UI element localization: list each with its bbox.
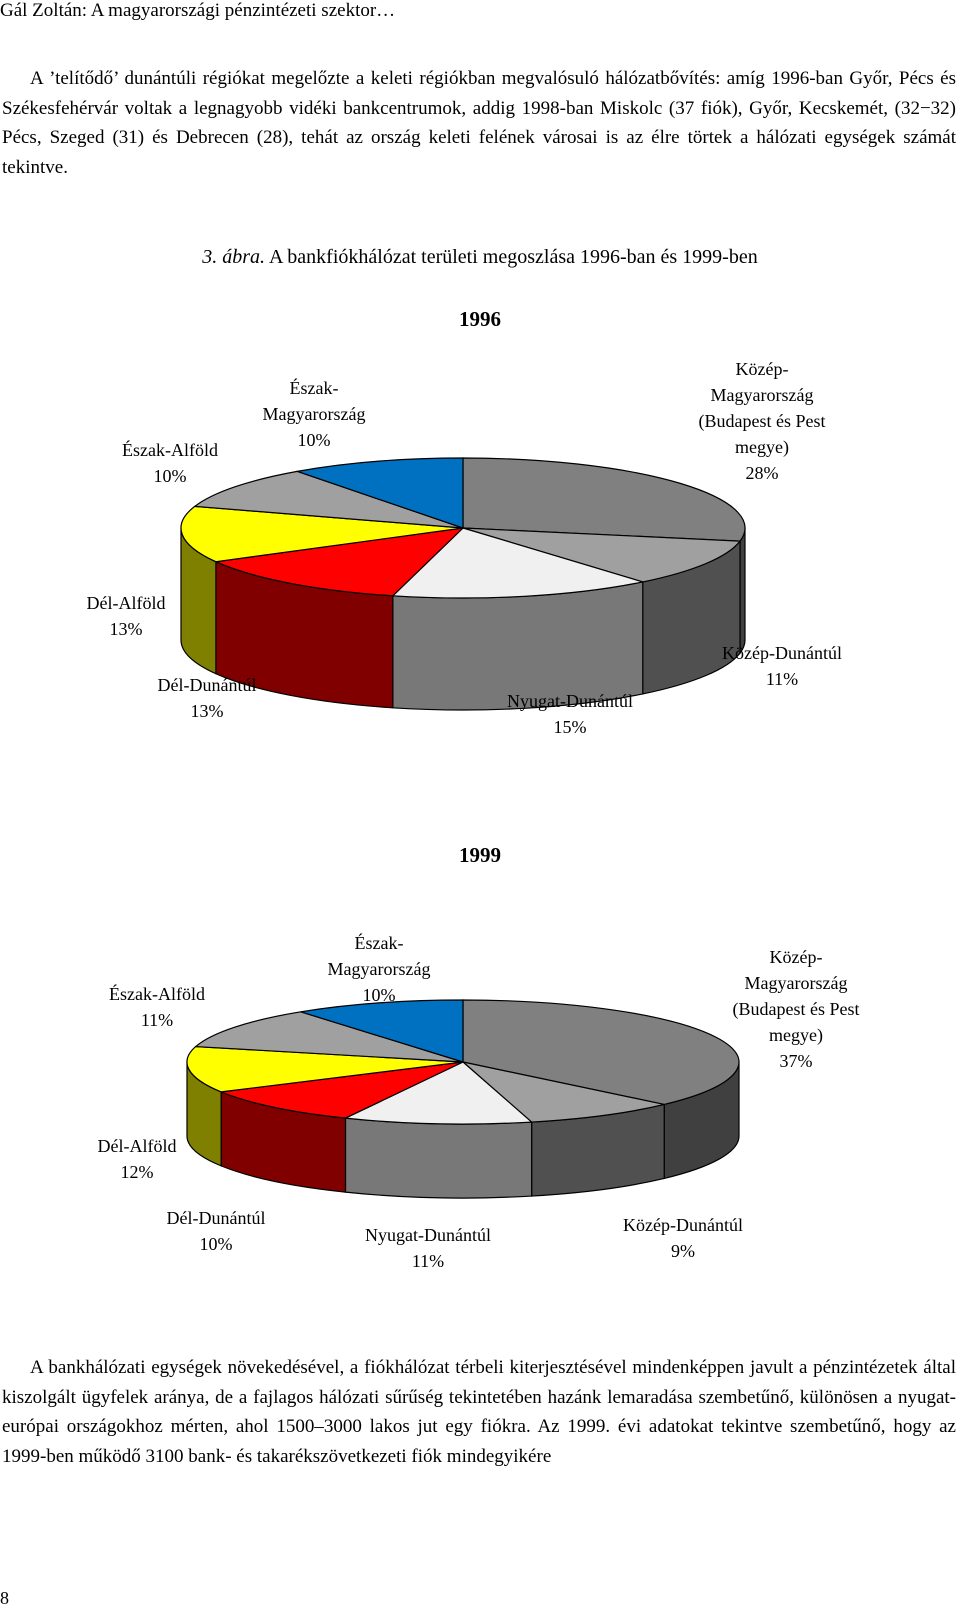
- slice-label: Észak- Magyarország 10%: [263, 375, 366, 453]
- pie-slice: [391, 527, 643, 599]
- slice-name: Közép-Dunántúl: [623, 1215, 743, 1235]
- slice-name: Észak- Magyarország: [327, 933, 431, 979]
- figure-number: 3. ábra.: [202, 246, 266, 268]
- pie-svg-1996: [180, 457, 746, 711]
- pie-slice: [213, 527, 465, 597]
- slice-label: Észak-Alföld 10%: [122, 437, 218, 489]
- slice-name: Közép-Dunántúl: [722, 643, 842, 663]
- slice-name: Dél-Dunántúl: [157, 675, 257, 695]
- slice-name: Nyugat-Dunántúl: [507, 691, 633, 711]
- intro-paragraph: A ’telítődő’ dunántúli régiókat megelőzt…: [2, 68, 956, 178]
- slice-value-label: 10%: [297, 430, 331, 450]
- slice-value-label: 15%: [553, 717, 587, 737]
- pie-slice-side: [344, 1117, 533, 1199]
- slice-label: Dél-Dunántúl 13%: [158, 672, 257, 724]
- pie-slice: [180, 505, 464, 563]
- slice-value-label: 10%: [199, 1234, 233, 1254]
- pie-slice: [462, 999, 740, 1106]
- slice-label: Észak-Alföld 11%: [109, 981, 205, 1033]
- slice-label: Közép- Magyarország (Budapest és Pest me…: [699, 356, 826, 486]
- slice-label: Nyugat-Dunántúl 11%: [365, 1222, 491, 1274]
- slice-name: Dél-Alföld: [97, 1136, 177, 1156]
- pie-chart-1999: Közép- Magyarország (Budapest és Pest me…: [98, 930, 860, 1274]
- pie-slice: [218, 1061, 464, 1119]
- closing-paragraph: A bankhálózati egységek növekedésével, a…: [2, 1357, 956, 1467]
- slice-name: Dél-Alföld: [86, 593, 166, 613]
- slice-value-label: 10%: [362, 985, 396, 1005]
- slice-value-label: 13%: [190, 701, 224, 721]
- slice-value-label: 11%: [140, 1010, 174, 1030]
- pie-slice: [460, 1060, 665, 1123]
- pie-slice: [343, 1061, 534, 1125]
- slice-value-label: 13%: [109, 619, 143, 639]
- pie-slice: [294, 457, 464, 529]
- slice-label: Dél-Alföld 13%: [87, 590, 166, 642]
- slice-name: Dél-Dunántúl: [166, 1208, 266, 1228]
- slice-value-label: 11%: [765, 669, 799, 689]
- figure-caption: 3. ábra. A bankfiókhálózat területi mego…: [0, 246, 960, 269]
- slice-name: Nyugat-Dunántúl: [365, 1225, 491, 1245]
- pie-chart-1996: Közép- Magyarország (Budapest és Pest me…: [0, 0, 960, 760]
- pie-slice: [462, 457, 746, 542]
- slice-label: Közép-Dunántúl 9%: [623, 1212, 743, 1264]
- slice-label: Nyugat-Dunántúl 15%: [507, 688, 633, 740]
- pie-svg-1999: [186, 999, 740, 1199]
- page-number: 8: [0, 1588, 9, 1608]
- slice-name: Közép- Magyarország (Budapest és Pest me…: [732, 947, 860, 1045]
- slice-value-label: 10%: [153, 466, 187, 486]
- slice-label: Dél-Dunántúl 10%: [167, 1205, 266, 1257]
- slice-value-label: 12%: [120, 1162, 154, 1182]
- slice-label: Közép- Magyarország (Budapest és Pest me…: [733, 944, 860, 1074]
- pie-slice: [193, 470, 464, 529]
- chart-1999-title: 1999: [459, 843, 501, 867]
- slice-value-label: 28%: [745, 463, 779, 483]
- slice-name: Közép- Magyarország (Budapest és Pest me…: [698, 359, 826, 457]
- slice-label: Dél-Alföld 12%: [98, 1133, 177, 1185]
- slice-value-label: 37%: [779, 1051, 813, 1071]
- slice-name: Észak- Magyarország: [262, 378, 366, 424]
- running-header: Gál Zoltán: A magyarországi pénzintézeti…: [0, 0, 396, 21]
- slice-name: Észak-Alföld: [109, 984, 205, 1004]
- figure-title: A bankfiókhálózat területi megoszlása 19…: [268, 246, 758, 268]
- slice-label: Közép-Dunántúl 11%: [722, 640, 842, 692]
- chart-1996-title: 1996: [459, 307, 501, 331]
- pie-slice: [300, 999, 464, 1063]
- pie-slice: [462, 527, 742, 583]
- slice-value-label: 9%: [671, 1241, 695, 1261]
- pie-slice: [194, 1011, 464, 1063]
- slice-label: Észak- Magyarország 10%: [328, 930, 431, 1008]
- slice-name: Észak-Alföld: [122, 440, 218, 460]
- slice-value-label: 11%: [411, 1251, 445, 1271]
- pie-slice: [186, 1045, 464, 1093]
